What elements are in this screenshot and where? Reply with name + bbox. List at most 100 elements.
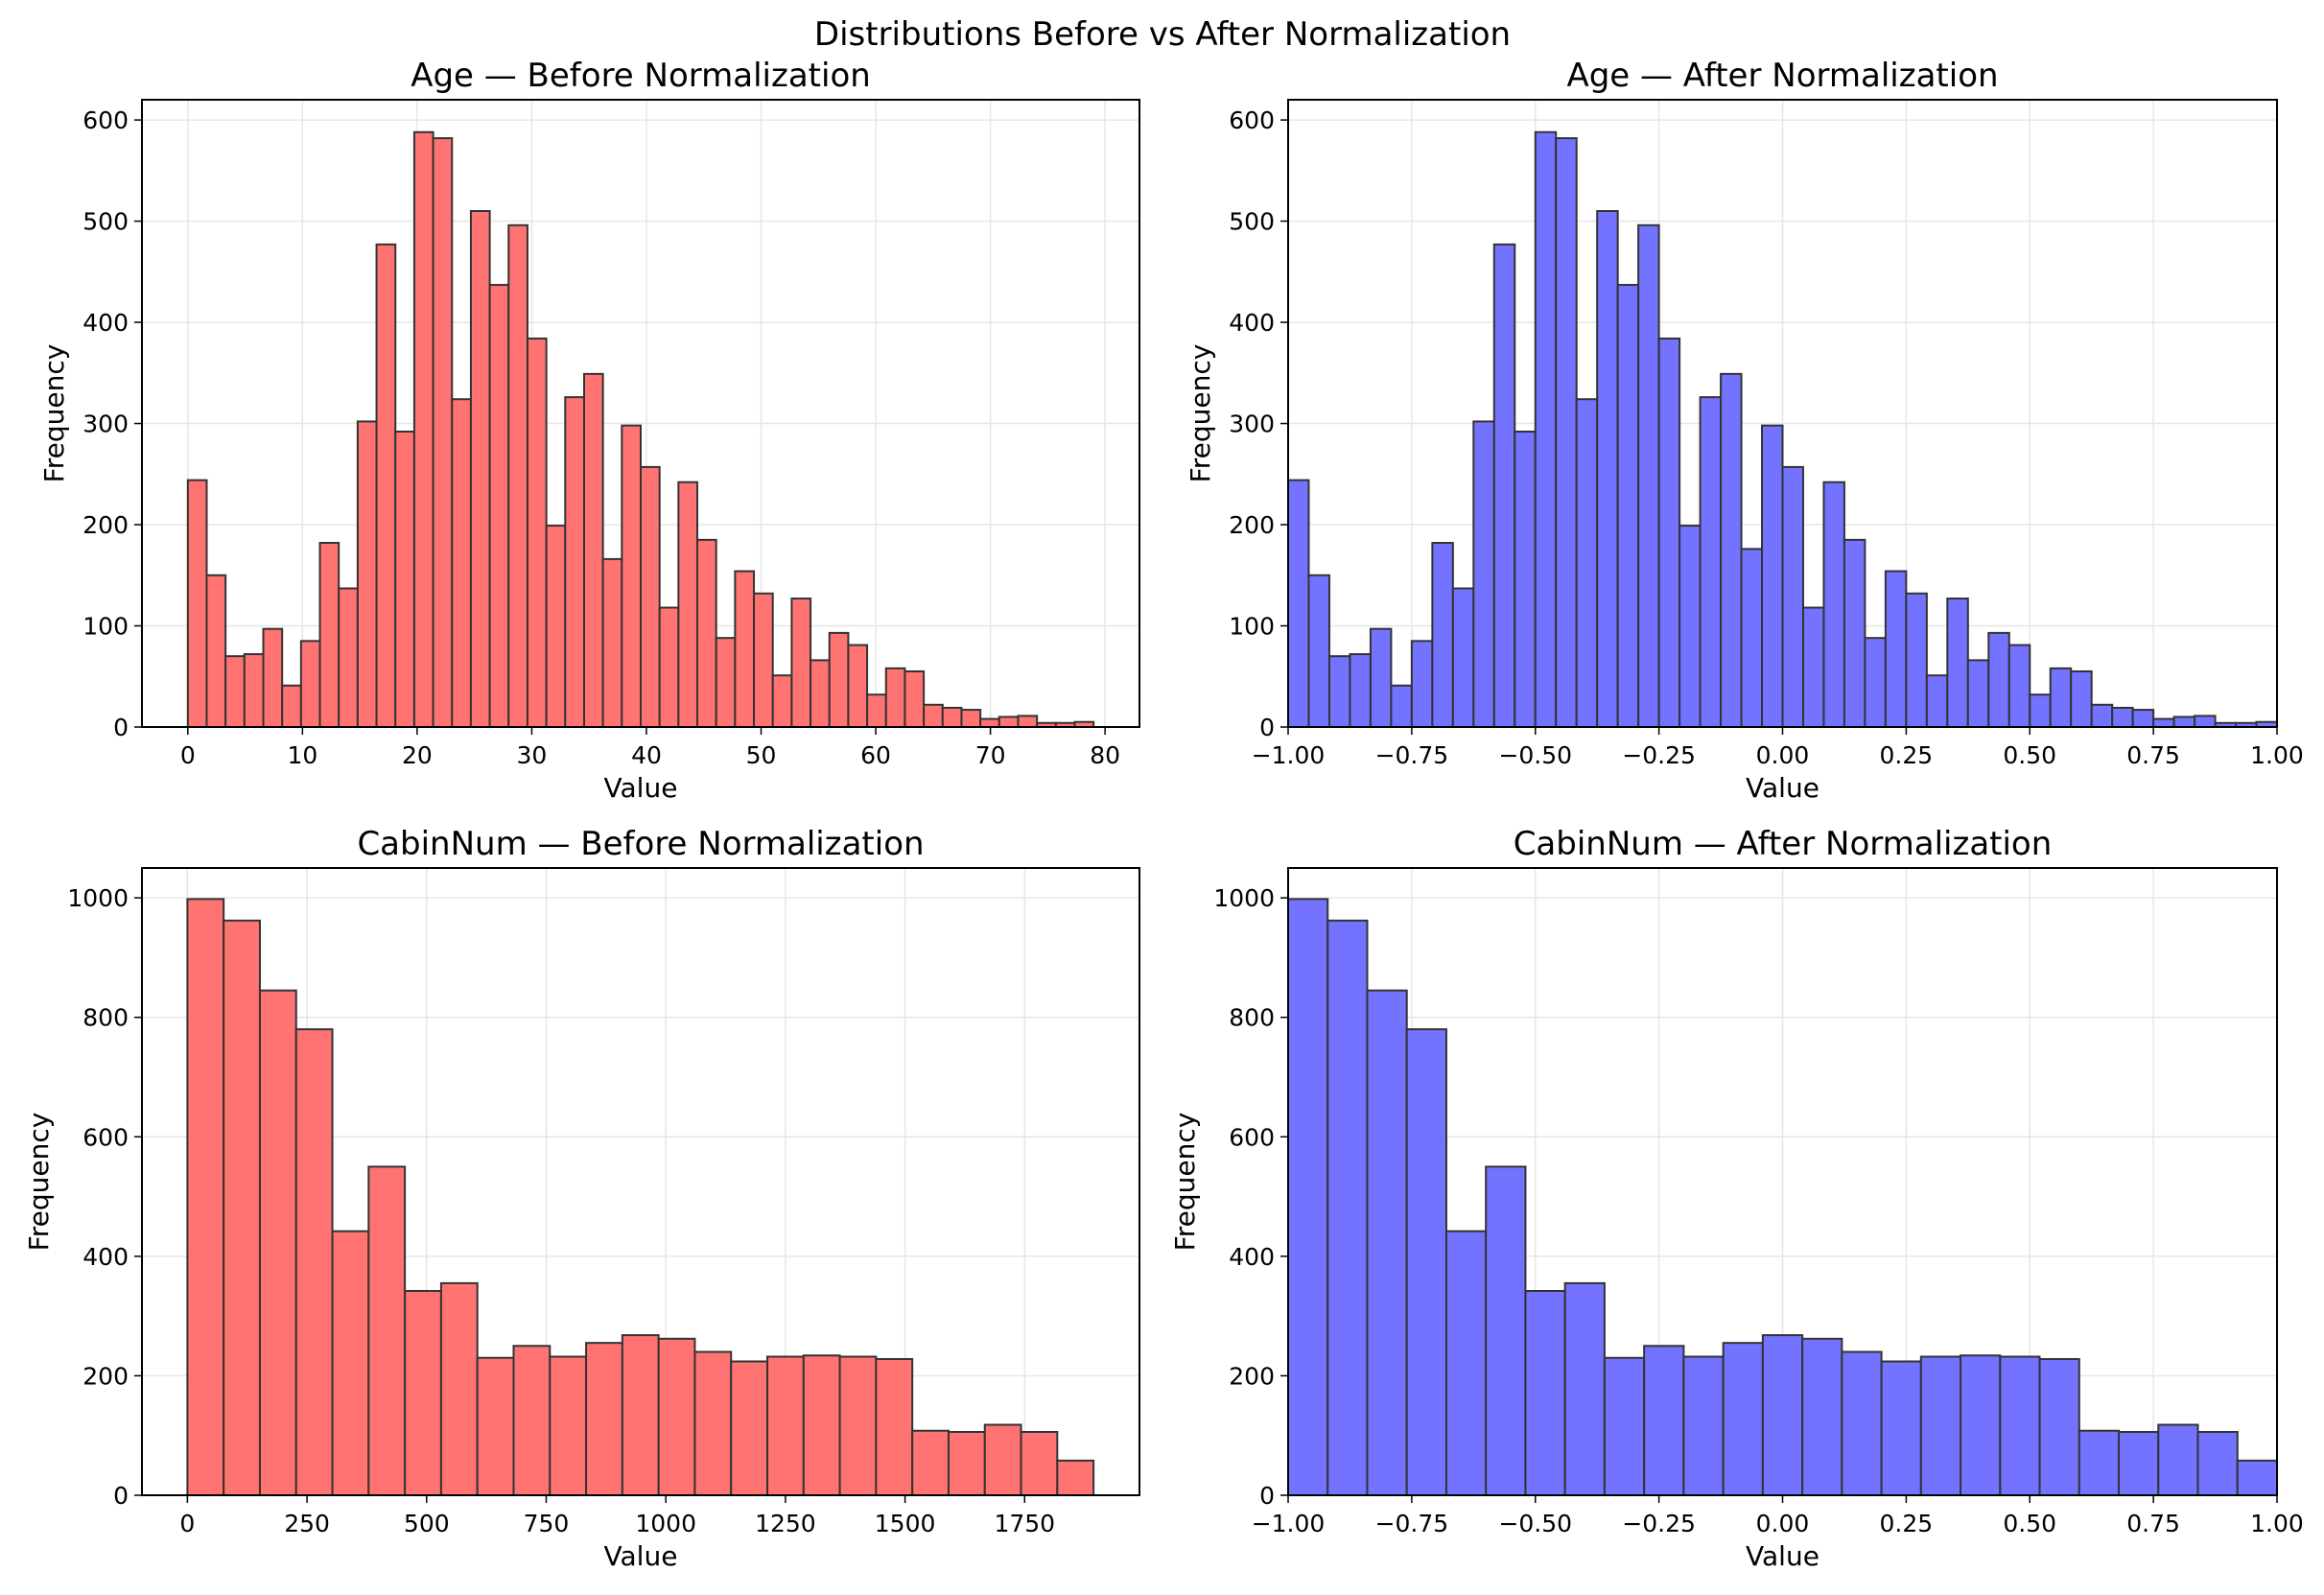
y-axis-label: Frequency	[1185, 344, 1216, 483]
histogram-bar	[1781, 465, 1804, 728]
histogram-bar	[810, 659, 831, 728]
histogram-bar	[2078, 1429, 2121, 1497]
histogram-bar	[1616, 284, 1640, 728]
histogram-bar	[960, 709, 982, 729]
histogram-bar	[1801, 606, 1825, 729]
histogram-bar	[1327, 655, 1351, 729]
histogram-bar	[1287, 898, 1329, 1496]
histogram-bar	[281, 684, 302, 728]
y-tick-label: 100	[1229, 613, 1275, 641]
y-tick-label: 600	[1229, 106, 1275, 134]
histogram-bar	[375, 243, 397, 728]
histogram-bar	[1822, 481, 1845, 728]
histogram-bar	[2111, 706, 2134, 729]
x-tick-label: −0.75	[1375, 741, 1449, 769]
histogram-bar	[1643, 1345, 1685, 1497]
x-tick-label: 40	[631, 741, 662, 769]
x-tick-label: 60	[860, 741, 891, 769]
x-tick-label: 70	[975, 741, 1006, 769]
histogram-bar	[621, 424, 643, 728]
histogram-bar	[1841, 1350, 1883, 1496]
histogram-bar	[657, 1337, 696, 1496]
histogram-bar	[582, 372, 604, 728]
histogram-bar	[1492, 243, 1516, 728]
x-tick-label: −0.25	[1622, 1510, 1696, 1537]
chart-panel-3: 0 250 500 750 1000 1250 1500 1750 0 200 400 600 800 1…	[23, 825, 1140, 1572]
histogram-bar	[1843, 538, 1866, 729]
histogram-bar	[1563, 1281, 1606, 1497]
histogram-bar	[394, 430, 415, 728]
x-axis-label: Value	[604, 1540, 678, 1572]
y-tick-label: 0	[1259, 1482, 1275, 1510]
histogram-bar	[186, 479, 208, 728]
x-tick-label: 0.00	[1756, 741, 1810, 769]
histogram-bar	[2090, 703, 2114, 728]
chart-panel-4: −1.00 −0.75 −0.50 −0.25 0.00 0.25 0.50 0.75 1.00…	[1169, 825, 2304, 1572]
histogram-bar	[904, 669, 926, 729]
histogram-bar	[1431, 542, 1454, 728]
histogram-bar	[1682, 1355, 1725, 1497]
histogram-bar	[1369, 627, 1393, 729]
histogram-bar	[1410, 640, 1434, 728]
y-tick-label: 300	[1229, 410, 1275, 438]
y-tick-label: 500	[1229, 208, 1275, 236]
y-tick-label: 400	[1229, 1243, 1275, 1271]
x-tick-label: 1250	[755, 1510, 816, 1537]
histogram-bar	[331, 1230, 370, 1496]
x-tick-label: 1500	[875, 1510, 936, 1537]
y-tick-label: 0	[1259, 714, 1275, 741]
histogram-bar	[512, 1345, 552, 1497]
x-tick-label: 0.25	[1880, 1510, 1934, 1537]
y-tick-label: 400	[82, 1243, 129, 1271]
chart-title: CabinNum — After Normalization	[1514, 825, 2053, 863]
x-tick-label: 0.50	[2003, 1510, 2056, 1537]
histogram-bar	[1884, 570, 1908, 728]
x-tick-label: 0.25	[1880, 741, 1934, 769]
histogram-bar	[432, 137, 454, 729]
histogram-bar	[696, 538, 717, 729]
x-tick-label: −0.50	[1498, 741, 1572, 769]
histogram-bar	[734, 570, 756, 728]
x-tick-label: 0	[180, 741, 196, 769]
y-tick-label: 500	[82, 208, 129, 236]
x-axis-label: Value	[1746, 1540, 1819, 1572]
histogram-bar	[1390, 684, 1413, 728]
histogram-bar	[1720, 372, 1743, 728]
histogram-bar	[693, 1350, 733, 1496]
x-tick-label: 500	[404, 1510, 450, 1537]
histogram-bar	[771, 674, 793, 729]
histogram-bar	[1801, 1337, 1843, 1496]
axes-frame	[141, 867, 1140, 1496]
histogram-bar	[299, 640, 321, 728]
x-tick-label: 750	[524, 1510, 570, 1537]
histogram-bar	[585, 1342, 623, 1496]
chart-title: CabinNum — Before Normalization	[357, 825, 924, 863]
histogram-bar	[1637, 223, 1660, 729]
x-tick-label: 20	[402, 741, 433, 769]
histogram-bar	[884, 667, 906, 728]
histogram-bar	[1699, 396, 1723, 728]
histogram-bar	[875, 1357, 914, 1496]
histogram-bar	[2131, 709, 2155, 729]
histogram-bar	[640, 465, 661, 728]
histogram-bar	[186, 898, 225, 1496]
histogram-bar	[1960, 1354, 2002, 1497]
histogram-bar	[1740, 548, 1764, 728]
histogram-bar	[367, 1165, 407, 1497]
y-tick-label: 800	[82, 1004, 129, 1032]
y-tick-label: 200	[82, 1362, 129, 1390]
chart-title: Age — After Normalization	[1566, 57, 1998, 95]
y-tick-label: 200	[1229, 1362, 1275, 1390]
histogram-bar	[1919, 1355, 1962, 1497]
x-tick-label: 50	[746, 741, 777, 769]
histogram-bar	[1905, 592, 1928, 728]
histogram-bar	[412, 130, 434, 729]
histogram-bar	[294, 1028, 334, 1496]
x-tick-label: 30	[517, 741, 548, 769]
x-axis-label: Value	[604, 772, 678, 804]
x-tick-label: 250	[284, 1510, 330, 1537]
histogram-bar	[224, 655, 246, 729]
histogram-bar	[2157, 1423, 2199, 1496]
histogram-bar	[1596, 210, 1619, 728]
